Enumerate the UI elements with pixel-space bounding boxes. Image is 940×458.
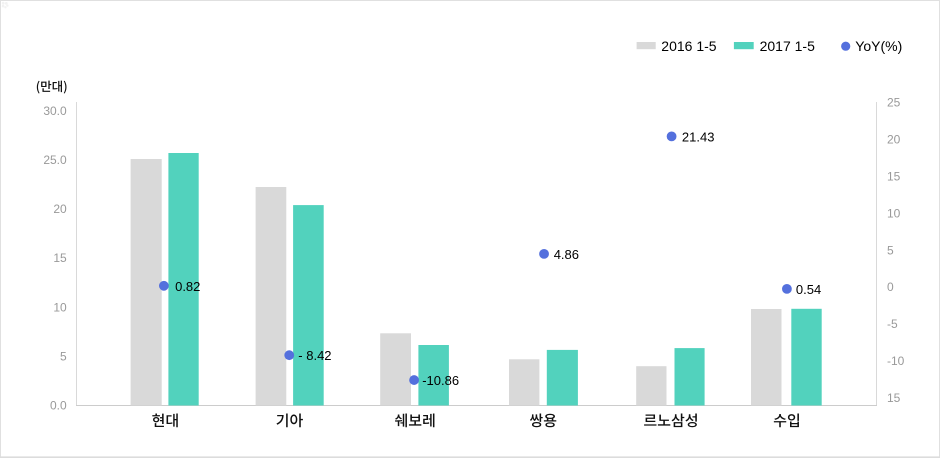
svg-text:10: 10 (53, 300, 67, 314)
svg-text:-10: -10 (887, 354, 905, 368)
svg-text:4.86: 4.86 (554, 247, 579, 262)
svg-text:20: 20 (887, 133, 901, 147)
svg-text:0.82: 0.82 (175, 279, 200, 294)
svg-text:25: 25 (887, 96, 901, 110)
svg-text:0.54: 0.54 (796, 282, 821, 297)
svg-text:21.43: 21.43 (682, 129, 715, 144)
svg-text:15: 15 (53, 251, 67, 265)
svg-text:-10.86: -10.86 (422, 373, 459, 388)
svg-text:10: 10 (887, 206, 901, 220)
svg-text:YoY(%): YoY(%) (855, 38, 902, 54)
svg-text:5: 5 (887, 243, 894, 257)
svg-text:30.0: 30.0 (43, 104, 67, 118)
svg-text:20: 20 (53, 202, 67, 216)
svg-text:25.0: 25.0 (43, 153, 67, 167)
svg-text:2017 1-5: 2017 1-5 (760, 38, 815, 54)
svg-text:-5: -5 (887, 317, 898, 331)
svg-text:5: 5 (60, 349, 67, 363)
svg-text:15: 15 (887, 391, 901, 405)
svg-text:2016 1-5: 2016 1-5 (661, 38, 716, 54)
svg-text:0: 0 (887, 280, 894, 294)
svg-text:15: 15 (887, 170, 901, 184)
svg-text:0.0: 0.0 (50, 399, 67, 413)
svg-text:- 8.42: - 8.42 (298, 348, 331, 363)
